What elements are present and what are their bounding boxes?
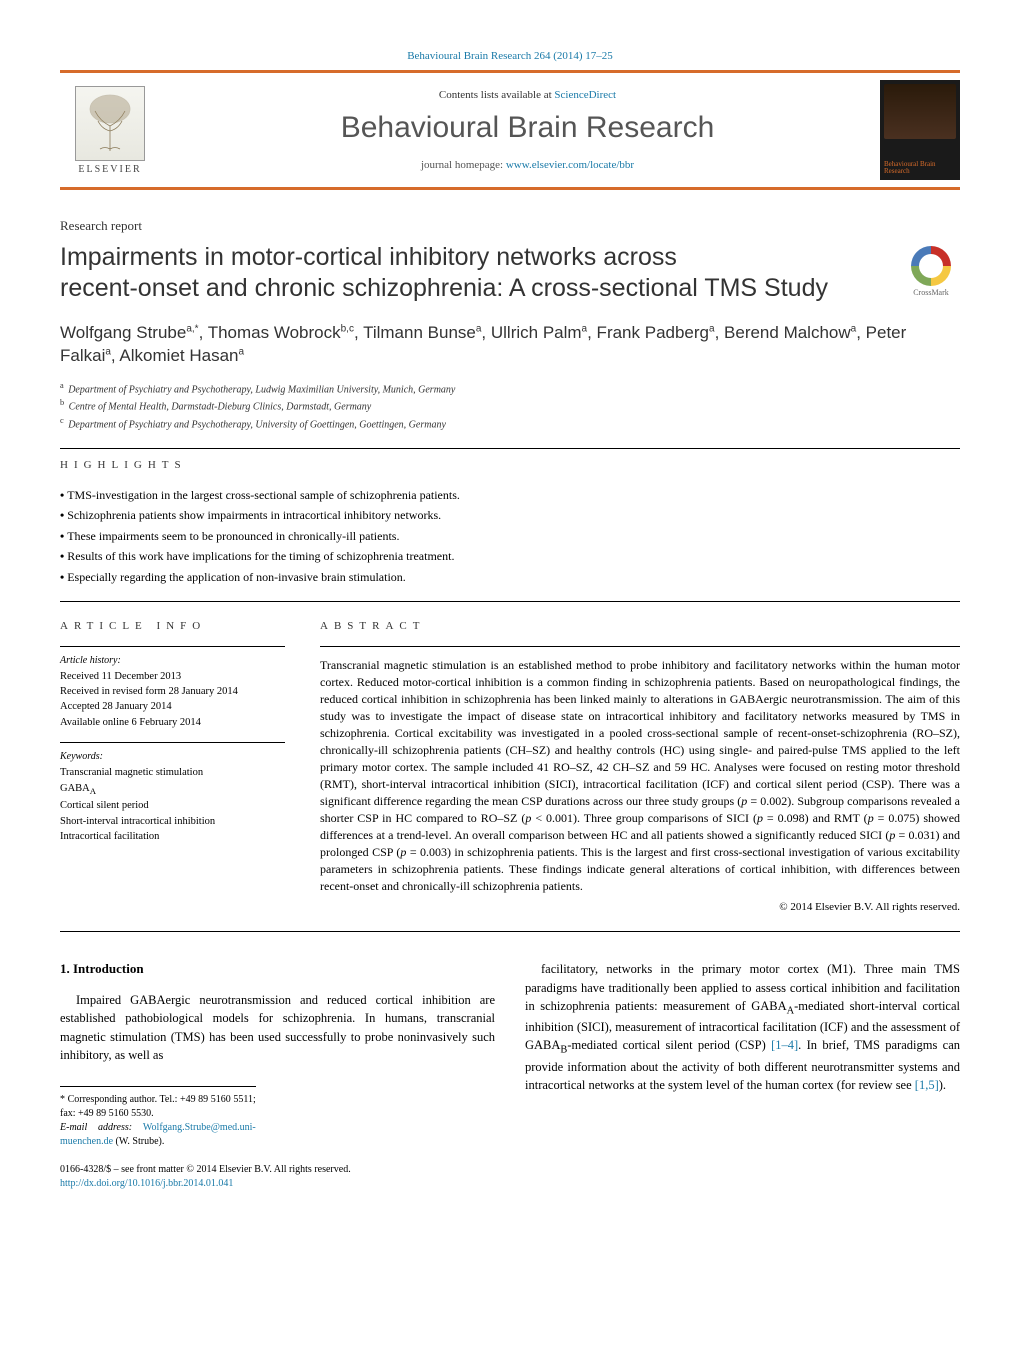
article-history: Received 11 December 2013Received in rev… [60, 669, 285, 730]
copyright-line: © 2014 Elsevier B.V. All rights reserved… [320, 901, 960, 913]
article-type: Research report [60, 218, 960, 234]
keywords-heading: Keywords: [60, 751, 285, 762]
highlight-item: Schizophrenia patients show impairments … [60, 505, 960, 525]
abstract-label: ABSTRACT [320, 620, 960, 632]
journal-header: ELSEVIER Contents lists available at Sci… [60, 70, 960, 190]
affiliations: a Department of Psychiatry and Psychothe… [60, 380, 960, 432]
header-citation: Behavioural Brain Research 264 (2014) 17… [60, 50, 960, 62]
intro-heading: 1. Introduction [60, 960, 495, 979]
publisher-name: ELSEVIER [78, 164, 141, 175]
homepage-line: journal homepage: www.elsevier.com/locat… [175, 159, 880, 171]
sciencedirect-link[interactable]: ScienceDirect [554, 89, 616, 101]
abstract-text: Transcranial magnetic stimulation is an … [320, 657, 960, 895]
affiliation-line: a Department of Psychiatry and Psychothe… [60, 380, 960, 397]
highlight-item: Results of this work have implications f… [60, 546, 960, 566]
highlight-item: These impairments seem to be pronounced … [60, 526, 960, 546]
divider [60, 601, 960, 602]
journal-cover-thumbnail: Behavioural Brain Research [880, 80, 960, 180]
crossmark-label: CrossMark [913, 288, 949, 297]
crossmark-badge[interactable]: CrossMark [902, 246, 960, 304]
highlight-item: TMS-investigation in the largest cross-s… [60, 485, 960, 505]
affiliation-line: b Centre of Mental Health, Darmstadt-Die… [60, 397, 960, 414]
authors-list: Wolfgang Strubea,*, Thomas Wobrockb,c, T… [60, 321, 960, 369]
article-info-label: ARTICLE INFO [60, 620, 285, 632]
crossmark-icon [911, 246, 951, 286]
keyword-item: Intracortical facilitation [60, 829, 285, 845]
affiliation-line: c Department of Psychiatry and Psychothe… [60, 415, 960, 432]
keyword-item: Short-interval intracortical inhibition [60, 814, 285, 830]
intro-paragraph-left: Impaired GABAergic neurotransmission and… [60, 991, 495, 1064]
highlights-label: HIGHLIGHTS [60, 459, 960, 471]
article-title: Impairments in motor-cortical inhibitory… [60, 242, 882, 305]
corresponding-author-footnote: * Corresponding author. Tel.: +49 89 516… [60, 1086, 256, 1149]
contents-line: Contents lists available at ScienceDirec… [175, 89, 880, 101]
highlight-item: Especially regarding the application of … [60, 567, 960, 587]
history-heading: Article history: [60, 655, 285, 666]
homepage-link[interactable]: www.elsevier.com/locate/bbr [506, 159, 634, 171]
keyword-item: Cortical silent period [60, 798, 285, 814]
publisher-logo: ELSEVIER [60, 75, 160, 185]
keyword-item: GABAA [60, 781, 285, 798]
intro-paragraph-right: facilitatory, networks in the primary mo… [525, 960, 960, 1094]
issn-doi-block: 0166-4328/$ – see front matter © 2014 El… [60, 1163, 495, 1191]
journal-title: Behavioural Brain Research [175, 111, 880, 145]
elsevier-tree-icon [75, 86, 145, 161]
keyword-item: Transcranial magnetic stimulation [60, 765, 285, 781]
divider [60, 448, 960, 449]
doi-link[interactable]: http://dx.doi.org/10.1016/j.bbr.2014.01.… [60, 1178, 233, 1189]
keywords-list: Transcranial magnetic stimulationGABAACo… [60, 765, 285, 845]
citation-link[interactable]: Behavioural Brain Research 264 (2014) 17… [407, 50, 613, 62]
highlights-list: TMS-investigation in the largest cross-s… [60, 485, 960, 587]
